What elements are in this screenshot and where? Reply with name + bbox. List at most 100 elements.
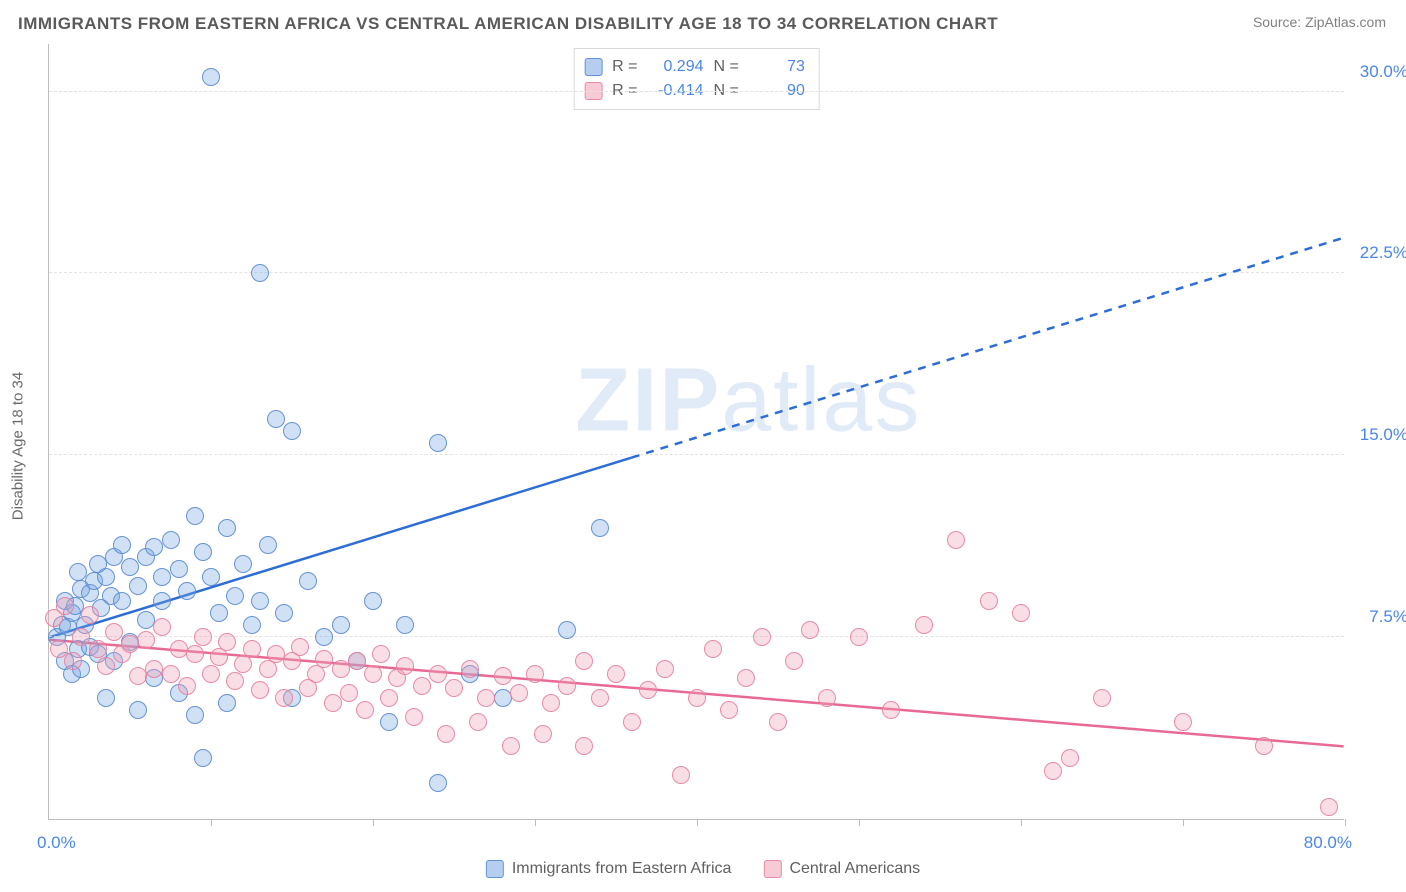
data-point <box>226 587 244 605</box>
data-point <box>542 694 560 712</box>
legend-label: Immigrants from Eastern Africa <box>512 860 732 878</box>
data-point <box>413 677 431 695</box>
data-point <box>153 618 171 636</box>
data-point <box>1255 737 1273 755</box>
data-point <box>89 640 107 658</box>
y-tick-label: 7.5% <box>1369 607 1406 627</box>
data-point <box>753 628 771 646</box>
data-point <box>915 616 933 634</box>
gridline <box>49 636 1344 637</box>
data-point <box>607 665 625 683</box>
trend-line <box>49 458 631 638</box>
data-point <box>72 628 90 646</box>
data-point <box>980 592 998 610</box>
source-link[interactable]: ZipAtlas.com <box>1305 14 1386 30</box>
n-value-blue: 73 <box>749 55 805 79</box>
data-point <box>243 640 261 658</box>
data-point <box>639 681 657 699</box>
data-point <box>315 628 333 646</box>
x-tick <box>535 819 536 826</box>
x-tick <box>211 819 212 826</box>
data-point <box>97 689 115 707</box>
data-point <box>704 640 722 658</box>
data-point <box>348 652 366 670</box>
r-label: R = <box>612 55 637 79</box>
gridline <box>49 454 1344 455</box>
data-point <box>267 410 285 428</box>
data-point <box>947 531 965 549</box>
x-axis-max-label: 80.0% <box>1304 833 1352 853</box>
gridline <box>49 91 1344 92</box>
data-point <box>226 672 244 690</box>
watermark-atlas: atlas <box>721 350 921 450</box>
data-point <box>251 681 269 699</box>
data-point <box>445 679 463 697</box>
data-point <box>502 737 520 755</box>
x-tick <box>1345 819 1346 826</box>
data-point <box>1012 604 1030 622</box>
data-point <box>494 667 512 685</box>
data-point <box>591 689 609 707</box>
data-point <box>364 592 382 610</box>
data-point <box>283 422 301 440</box>
data-point <box>202 665 220 683</box>
watermark: ZIPatlas <box>575 349 921 452</box>
data-point <box>170 640 188 658</box>
chart-title: IMMIGRANTS FROM EASTERN AFRICA VS CENTRA… <box>18 14 998 34</box>
data-point <box>850 628 868 646</box>
plot-area: ZIPatlas R = 0.294 N = 73 R = -0.414 N =… <box>48 44 1344 820</box>
data-point <box>1044 762 1062 780</box>
data-point <box>818 689 836 707</box>
data-point <box>429 434 447 452</box>
data-point <box>194 749 212 767</box>
data-point <box>785 652 803 670</box>
data-point <box>405 708 423 726</box>
data-point <box>429 774 447 792</box>
data-point <box>259 536 277 554</box>
data-point <box>64 652 82 670</box>
data-point <box>129 701 147 719</box>
y-tick-label: 30.0% <box>1360 62 1406 82</box>
data-point <box>97 657 115 675</box>
data-point <box>218 694 236 712</box>
legend-item-eastern-africa: Immigrants from Eastern Africa <box>486 860 732 878</box>
data-point <box>737 669 755 687</box>
series-legend: Immigrants from Eastern Africa Central A… <box>486 860 920 878</box>
data-point <box>720 701 738 719</box>
data-point <box>380 689 398 707</box>
gridline <box>49 272 1344 273</box>
data-point <box>340 684 358 702</box>
data-point <box>210 604 228 622</box>
data-point <box>202 568 220 586</box>
data-point <box>69 563 87 581</box>
correlation-legend: R = 0.294 N = 73 R = -0.414 N = 90 <box>573 48 820 110</box>
data-point <box>332 616 350 634</box>
data-point <box>105 623 123 641</box>
data-point <box>275 689 293 707</box>
y-tick-label: 22.5% <box>1360 243 1406 263</box>
data-point <box>145 660 163 678</box>
y-tick-label: 15.0% <box>1360 425 1406 445</box>
data-point <box>186 645 204 663</box>
data-point <box>1061 749 1079 767</box>
data-point <box>178 582 196 600</box>
trend-line <box>632 238 1344 458</box>
n-label: N = <box>714 55 739 79</box>
legend-swatch-icon <box>486 860 504 878</box>
data-point <box>526 665 544 683</box>
data-point <box>558 677 576 695</box>
data-point <box>534 725 552 743</box>
data-point <box>153 592 171 610</box>
data-point <box>1320 798 1338 816</box>
x-tick <box>373 819 374 826</box>
data-point <box>364 665 382 683</box>
data-point <box>672 766 690 784</box>
data-point <box>1174 713 1192 731</box>
data-point <box>558 621 576 639</box>
data-point <box>178 677 196 695</box>
data-point <box>356 701 374 719</box>
data-point <box>461 660 479 678</box>
data-point <box>372 645 390 663</box>
data-point <box>243 616 261 634</box>
data-point <box>186 507 204 525</box>
